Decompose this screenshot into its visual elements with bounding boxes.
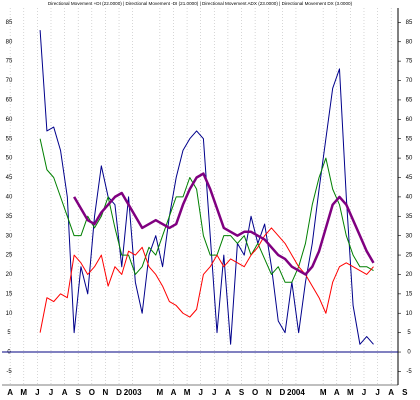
y-tick-label: 85: [6, 20, 13, 26]
y2-tick-label: 55: [406, 136, 413, 142]
y2-tick-label: 45: [406, 175, 413, 181]
y-tick-label: 10: [6, 311, 13, 317]
y2-tick-label: 50: [406, 156, 413, 162]
y-tick-label: 70: [6, 78, 13, 84]
x-tick-label: J: [362, 388, 366, 397]
x-tick-label: J: [49, 388, 53, 397]
y2-tick-label: 75: [406, 59, 413, 65]
series-line: [39, 30, 374, 345]
x-tick-label: O: [89, 388, 95, 397]
y-tick-label: 35: [6, 214, 13, 220]
x-tick-label: O: [252, 388, 258, 397]
y2-tick-label: 15: [406, 291, 413, 297]
x-tick-label: A: [62, 388, 68, 397]
x-tick-label: N: [103, 388, 109, 397]
y2-tick-label: 85: [406, 20, 413, 26]
x-tick-label: 2003: [124, 388, 142, 397]
x-tick-label: S: [402, 388, 408, 397]
series-line: [39, 227, 374, 333]
y-tick-label: 65: [6, 98, 13, 104]
y-tick-label: 5: [7, 330, 11, 336]
series-line: [73, 172, 375, 276]
x-tick-label: M: [157, 388, 164, 397]
x-tick-label: D: [116, 388, 122, 397]
x-tick-label: S: [239, 388, 245, 397]
y-tick-label: 0: [7, 350, 11, 356]
y2-tick-label: 25: [406, 253, 413, 259]
y2-tick-label: 10: [406, 311, 413, 317]
y2-tick-label: 60: [406, 117, 413, 123]
series-line: [39, 138, 374, 283]
x-tick-label: A: [334, 388, 340, 397]
y2-tick-label: -5: [406, 369, 412, 375]
x-tick-label: J: [198, 388, 202, 397]
x-tick-label: J: [212, 388, 216, 397]
y2-tick-label: 0: [407, 350, 411, 356]
y-tick-label: -5: [6, 369, 12, 375]
y-tick-label: 80: [6, 39, 13, 45]
x-tick-label: M: [347, 388, 354, 397]
y-tick-label: 60: [6, 117, 13, 123]
x-tick-label: M: [320, 388, 327, 397]
y2-tick-label: 35: [406, 214, 413, 220]
y-tick-label: 30: [6, 233, 13, 239]
y2-tick-label: 65: [406, 98, 413, 104]
y2-tick-label: 40: [406, 194, 413, 200]
x-tick-label: M: [184, 388, 191, 397]
y-tick-label: 15: [6, 291, 13, 297]
x-tick-label: J: [375, 388, 379, 397]
y2-tick-label: 80: [406, 39, 413, 45]
x-tick-label: A: [388, 388, 394, 397]
x-tick-label: A: [171, 388, 177, 397]
y-tick-label: 75: [6, 59, 13, 65]
y-tick-label: 45: [6, 175, 13, 181]
x-tick-label: D: [279, 388, 285, 397]
x-tick-label: N: [266, 388, 272, 397]
y-tick-label: 25: [6, 253, 13, 259]
y2-tick-label: 20: [406, 272, 413, 278]
y2-tick-label: 30: [406, 233, 413, 239]
x-tick-label: A: [225, 388, 231, 397]
x-tick-label: A: [7, 388, 13, 397]
y2-tick-label: 5: [407, 330, 411, 336]
x-tick-label: M: [20, 388, 27, 397]
y-tick-label: 40: [6, 194, 13, 200]
chart-title: Directional Movement +DI (22.0000) | Dir…: [48, 1, 353, 6]
x-tick-label: 2004: [287, 388, 305, 397]
x-tick-label: J: [35, 388, 39, 397]
y-tick-label: 20: [6, 272, 13, 278]
y-tick-label: 50: [6, 156, 13, 162]
x-tick-label: S: [76, 388, 82, 397]
y2-tick-label: 70: [406, 78, 413, 84]
y-tick-label: 55: [6, 136, 13, 142]
